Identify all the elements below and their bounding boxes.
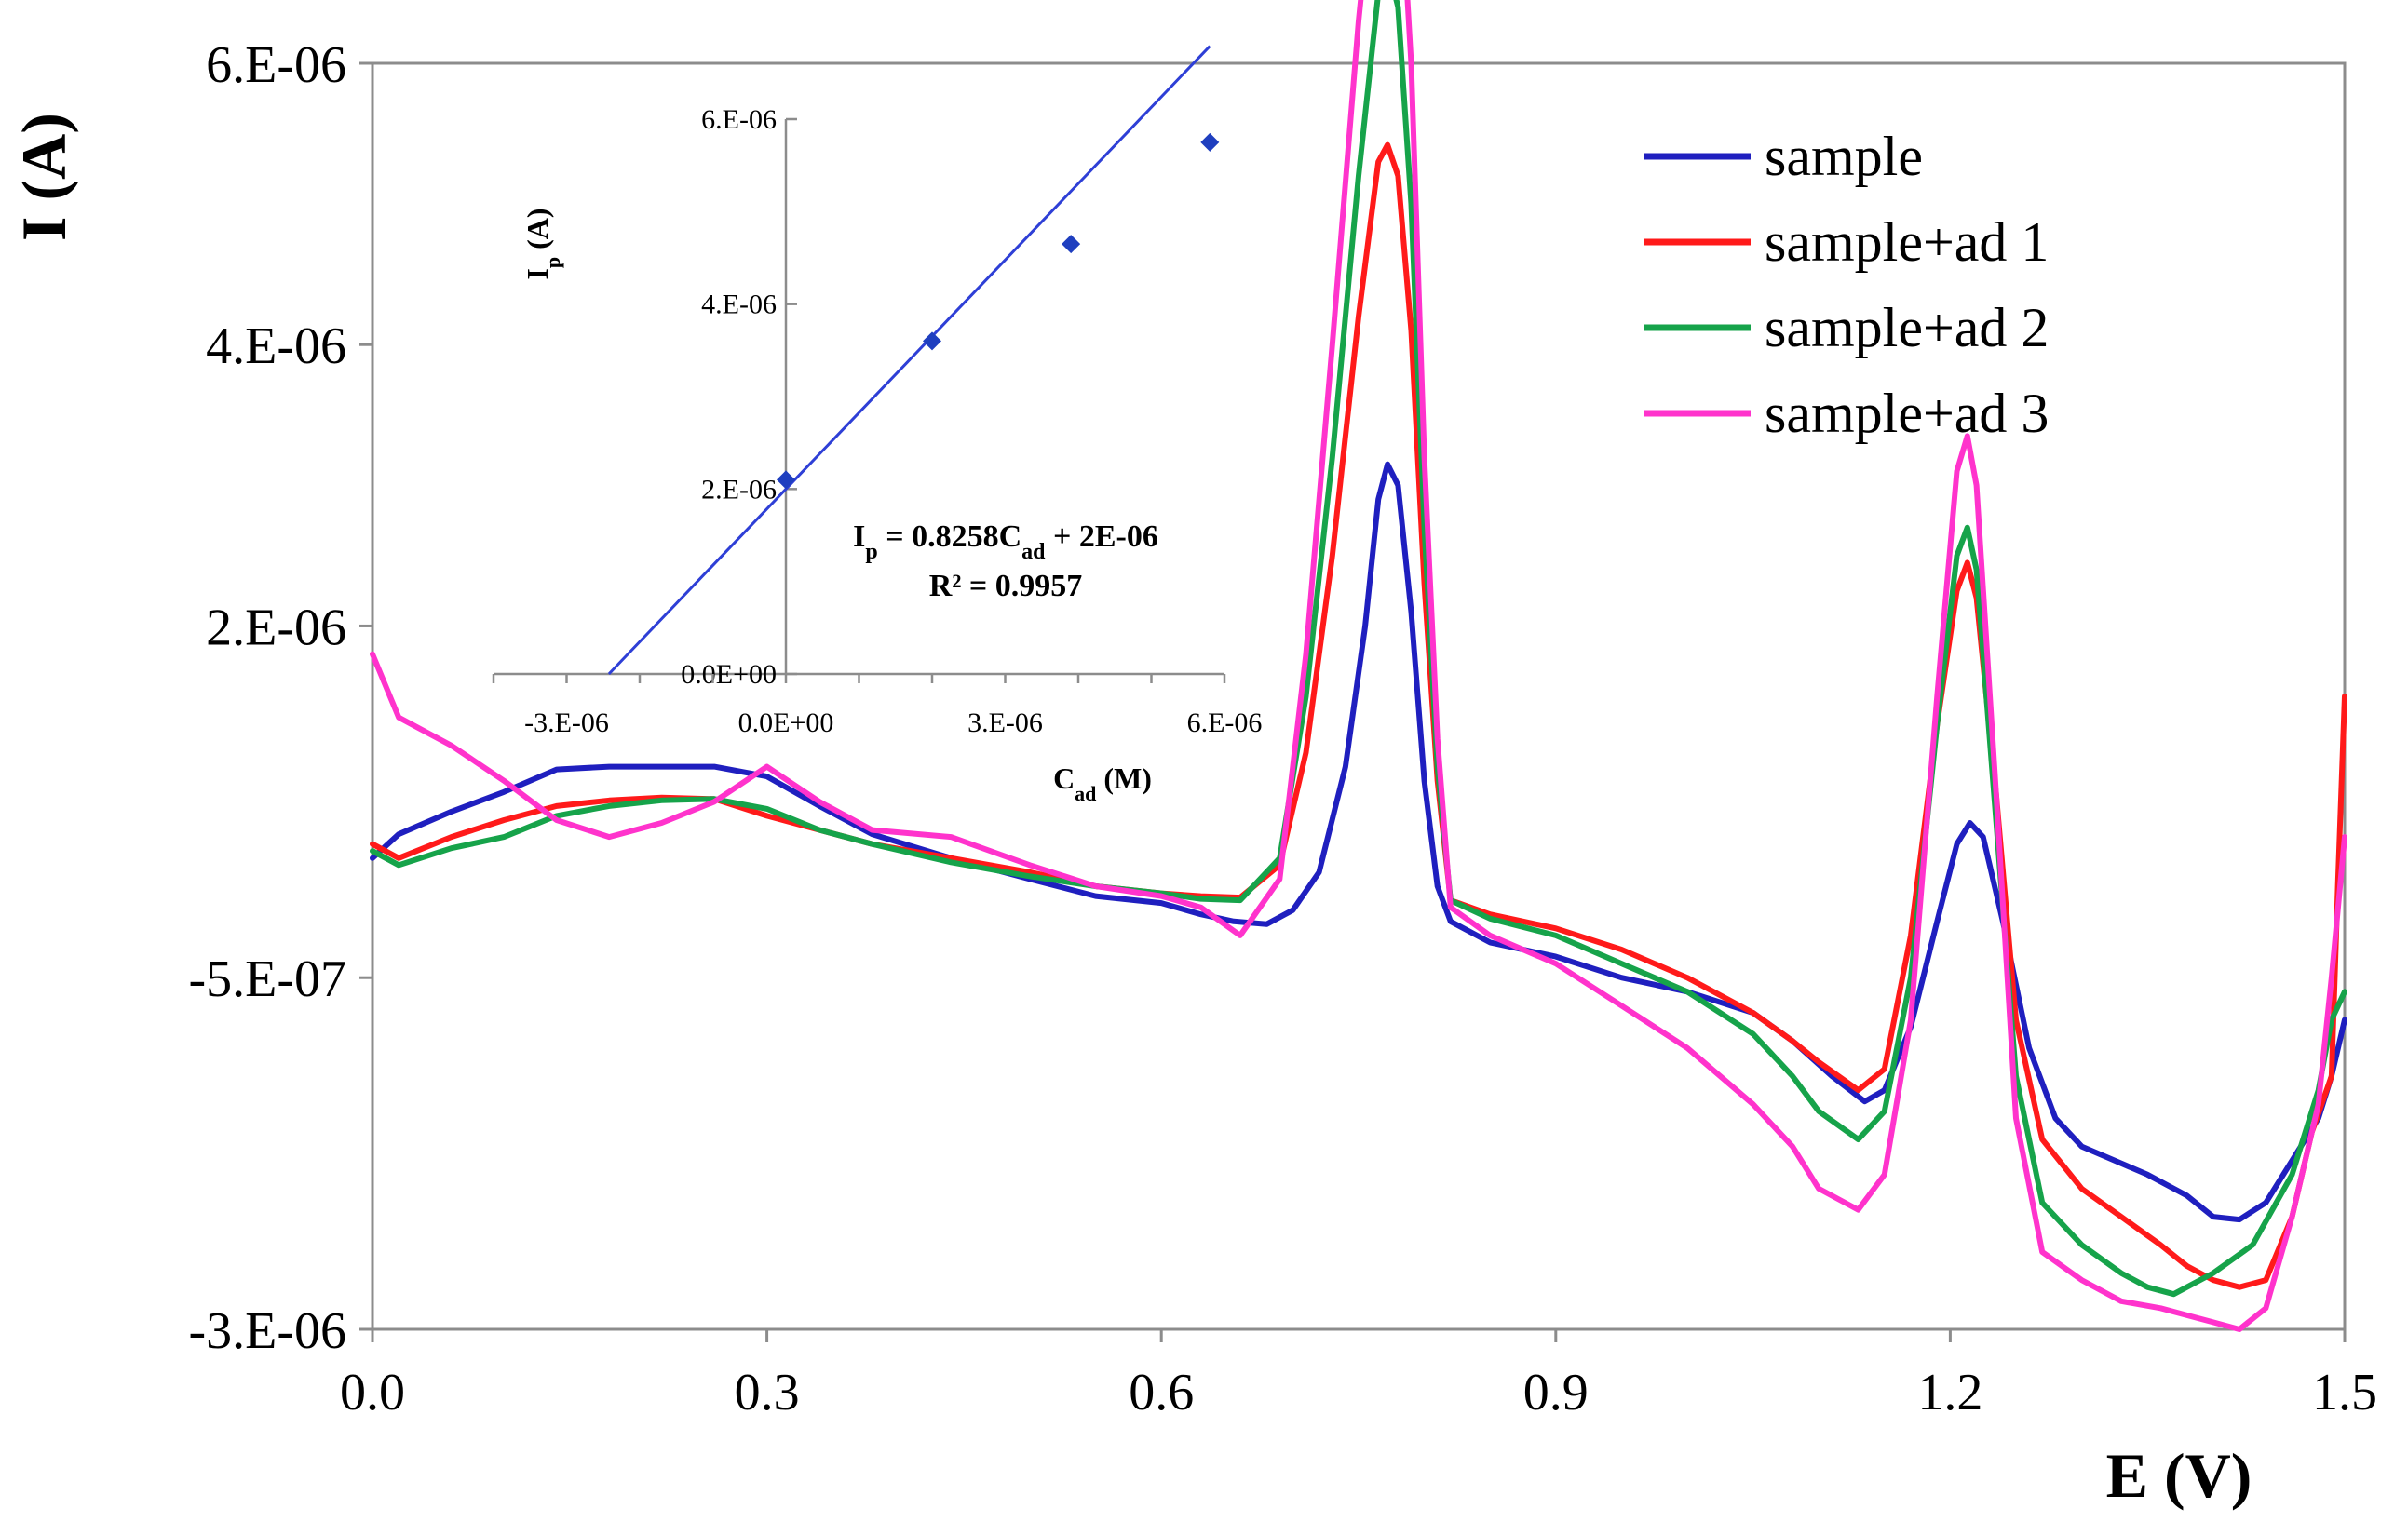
inset-x-axis-title: Cad (M) [1053, 761, 1152, 805]
series-line-sample [370, 461, 2347, 1223]
main-y-axis-title: I (A) [8, 113, 79, 241]
legend: sample sample+ad 1 sample+ad 2 sample+ad 3 [1644, 126, 2049, 444]
regression-equation: Ip = 0.8258Cad + 2E-06 [853, 519, 1158, 564]
inset-data-point [1062, 235, 1081, 254]
inset-x-axis-ticks: -3.E-06 0.0E+00 3.E-06 6.E-06 [492, 674, 1263, 738]
main-series-group [370, 0, 2347, 1332]
main-x-tick-label: 0.3 [735, 1364, 800, 1421]
inset-axes [494, 119, 1224, 676]
main-y-tick-label: -3.E-06 [188, 1302, 346, 1360]
inset-y-axis-ticks: 6.E-06 4.E-06 2.E-06 0.0E+00 [681, 104, 797, 690]
legend-label: sample+ad 2 [1765, 297, 2049, 358]
main-y-tick-label: 2.E-06 [206, 599, 346, 656]
inset-data-point [777, 470, 795, 490]
inset-data-points [777, 132, 1220, 490]
inset-y-tick-label: 0.0E+00 [681, 659, 777, 690]
inset-y-tick-label: 2.E-06 [701, 474, 777, 505]
main-y-axis-ticks: 6.E-06 4.E-06 2.E-06 -5.E-07 -3.E-06 [188, 36, 372, 1360]
main-x-tick-label: 1.5 [2312, 1364, 2377, 1421]
regression-r-squared: R² = 0.9957 [929, 569, 1083, 603]
legend-label: sample+ad 1 [1765, 211, 2049, 273]
inset-x-tick-label: 3.E-06 [967, 707, 1043, 738]
main-chart: 6.E-064.E-062.E-06-5.E-07-3.E-06 0.0 0.3 0… [8, 0, 2377, 1511]
inset-fit-line-group [607, 45, 1211, 676]
main-x-tick-label: 1.2 [1917, 1364, 1982, 1421]
inset-y-axis-title: Ip (A) [521, 208, 564, 279]
inset-y-tick-label: 4.E-06 [701, 290, 777, 320]
inset-data-point [923, 331, 941, 351]
series-line-sample-ad-3 [370, 0, 2347, 1332]
main-x-tick-label: 0.9 [1523, 1364, 1589, 1421]
main-y-tick-label: 4.E-06 [206, 317, 346, 375]
inset-fit-line [607, 45, 1211, 676]
legend-label: sample [1765, 126, 1923, 187]
inset-x-tick-label: 6.E-06 [1187, 707, 1263, 738]
main-y-tick-label: -5.E-07 [188, 950, 346, 1008]
legend-label: sample+ad 3 [1765, 383, 2049, 444]
inset-calibration-chart: 6.E-06 4.E-06 2.E-06 0.0E+00 -3.E-06 0.0E+00… [492, 45, 1263, 805]
inset-y-tick-label: 6.E-06 [701, 104, 777, 135]
main-x-axis-title: E (V) [2106, 1440, 2252, 1511]
inset-x-tick-label: -3.E-06 [524, 707, 609, 738]
inset-x-tick-label: 0.0E+00 [738, 707, 834, 738]
main-x-tick-label: 0.6 [1129, 1364, 1194, 1421]
main-x-tick-label: 0.0 [340, 1364, 405, 1421]
main-y-tick-label: 6.E-06 [206, 36, 346, 94]
inset-data-point [1200, 132, 1220, 152]
main-x-axis-ticks: 0.0 0.3 0.6 0.9 1.2 1.5 [340, 1329, 2377, 1421]
